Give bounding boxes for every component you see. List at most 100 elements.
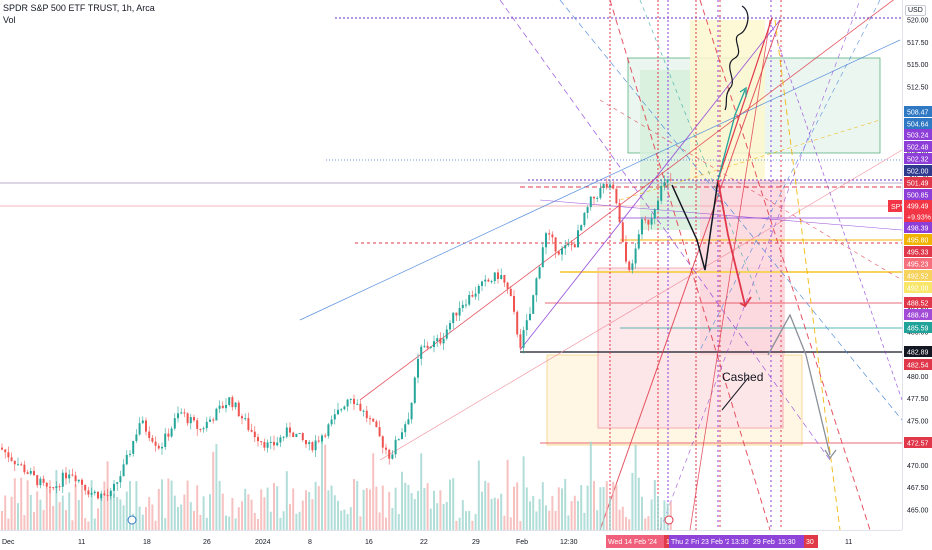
price-tag xyxy=(904,297,932,308)
candle-body xyxy=(330,419,333,425)
price-tick-label: 520.00 xyxy=(907,18,929,25)
volume-bar xyxy=(439,490,442,530)
volume-bar xyxy=(145,507,147,530)
event-marker-split xyxy=(664,515,674,525)
volume-bar xyxy=(260,489,263,530)
candle-body xyxy=(436,338,439,342)
volume-bar xyxy=(189,502,192,530)
volume-bar xyxy=(205,517,208,530)
candle-body xyxy=(129,453,131,455)
candle-body xyxy=(269,441,272,443)
candle-body xyxy=(375,421,378,428)
volume-bar xyxy=(186,480,189,530)
price-tag xyxy=(904,234,932,245)
volume-bar xyxy=(497,498,499,530)
candle-body xyxy=(404,424,407,433)
volume-bar xyxy=(561,488,563,530)
volume-bar xyxy=(39,499,42,530)
volume-bar xyxy=(353,479,355,530)
time-tick-label: 16 xyxy=(365,539,373,546)
volume-bar xyxy=(301,500,304,530)
candle-body xyxy=(26,472,29,474)
volume-bar xyxy=(343,509,346,530)
volume-bar xyxy=(519,521,522,530)
candle-body xyxy=(493,272,496,282)
candle-body xyxy=(500,275,503,279)
volume-bar xyxy=(487,482,490,530)
volume-bar xyxy=(253,512,256,530)
trend-line-11 xyxy=(699,0,881,351)
candle-body xyxy=(647,219,650,225)
price-axis-labels: 465.00467.50470.00472.50475.00477.50480.… xyxy=(904,18,932,515)
projection-black xyxy=(671,179,719,271)
date-tag xyxy=(804,535,818,548)
candle-body xyxy=(145,420,147,432)
volume-bar xyxy=(7,518,10,530)
volume-bar xyxy=(378,512,381,530)
date-tag-label: Fri 23 Feb '24 xyxy=(691,539,734,546)
candle-body xyxy=(228,397,231,405)
volume-bar xyxy=(490,498,493,530)
candle-body xyxy=(97,491,99,499)
squiggle-path xyxy=(724,5,749,111)
currency-badge[interactable]: USD xyxy=(905,5,926,16)
price-tag xyxy=(904,246,932,257)
price-tag-label: 508.47 xyxy=(907,110,929,117)
candle-body xyxy=(308,442,311,445)
trend-line-2 xyxy=(519,19,781,351)
candles xyxy=(1,173,672,502)
candle-body xyxy=(343,406,346,410)
volume-bar xyxy=(369,489,371,530)
candle-body xyxy=(1,447,3,450)
candle-body xyxy=(413,377,416,403)
price-axis[interactable]: 465.00467.50470.00472.50475.00477.50480.… xyxy=(902,0,932,530)
candle-body xyxy=(420,346,423,359)
candle-body xyxy=(33,470,35,476)
drawing-overlay: Cashed SPY xyxy=(127,5,902,525)
candle-body xyxy=(570,244,573,246)
candle-body xyxy=(522,330,525,348)
price-tag-label: 482.89 xyxy=(907,350,929,357)
volume-bar xyxy=(295,513,298,530)
price-tick-label: 502.50 xyxy=(907,173,929,180)
trend-line-15 xyxy=(639,0,761,301)
candle-body xyxy=(119,476,122,483)
candle-body xyxy=(561,248,563,255)
candle-body xyxy=(365,410,368,419)
volume-bar xyxy=(391,508,394,530)
volume-bar xyxy=(141,514,144,530)
price-chart[interactable]: Cashed SPY xyxy=(0,0,902,530)
symbol-title[interactable]: SPDR S&P 500 ETF TRUST, 1h, Arca xyxy=(3,3,155,13)
volume-bar xyxy=(327,490,330,530)
volume-bar xyxy=(602,487,605,530)
candle-body xyxy=(289,427,291,433)
volume-bar xyxy=(273,482,275,530)
candle-body xyxy=(298,433,301,435)
volume-bar xyxy=(410,493,413,530)
volume-bar xyxy=(647,516,650,530)
price-tag xyxy=(904,359,932,370)
candle-body xyxy=(669,179,672,181)
candle-body xyxy=(295,433,298,438)
candle-body xyxy=(113,483,115,491)
volume-bar xyxy=(17,503,19,530)
volume-bar xyxy=(340,510,343,530)
candle-body xyxy=(7,452,10,458)
candle-body xyxy=(461,304,464,309)
candle-body xyxy=(429,347,432,349)
candle-body xyxy=(250,429,253,432)
candle-body xyxy=(353,398,355,405)
candle-body xyxy=(557,251,560,255)
volume-bar xyxy=(621,506,624,530)
volume-bar xyxy=(407,484,410,530)
trend-line-17 xyxy=(689,19,771,530)
volume-bar xyxy=(628,519,631,530)
time-axis[interactable]: Dec 11 18 26 2024 8 16 22 29 Feb 12:30 11 Wed 14 Feb… xyxy=(0,530,902,550)
candle-body xyxy=(321,435,323,442)
volume-bar xyxy=(618,509,621,530)
candle-body xyxy=(58,486,61,488)
time-tick-label: 12:30 xyxy=(560,539,578,546)
date-tag xyxy=(664,535,669,548)
candle-body xyxy=(609,184,611,188)
candle-body xyxy=(625,242,627,262)
